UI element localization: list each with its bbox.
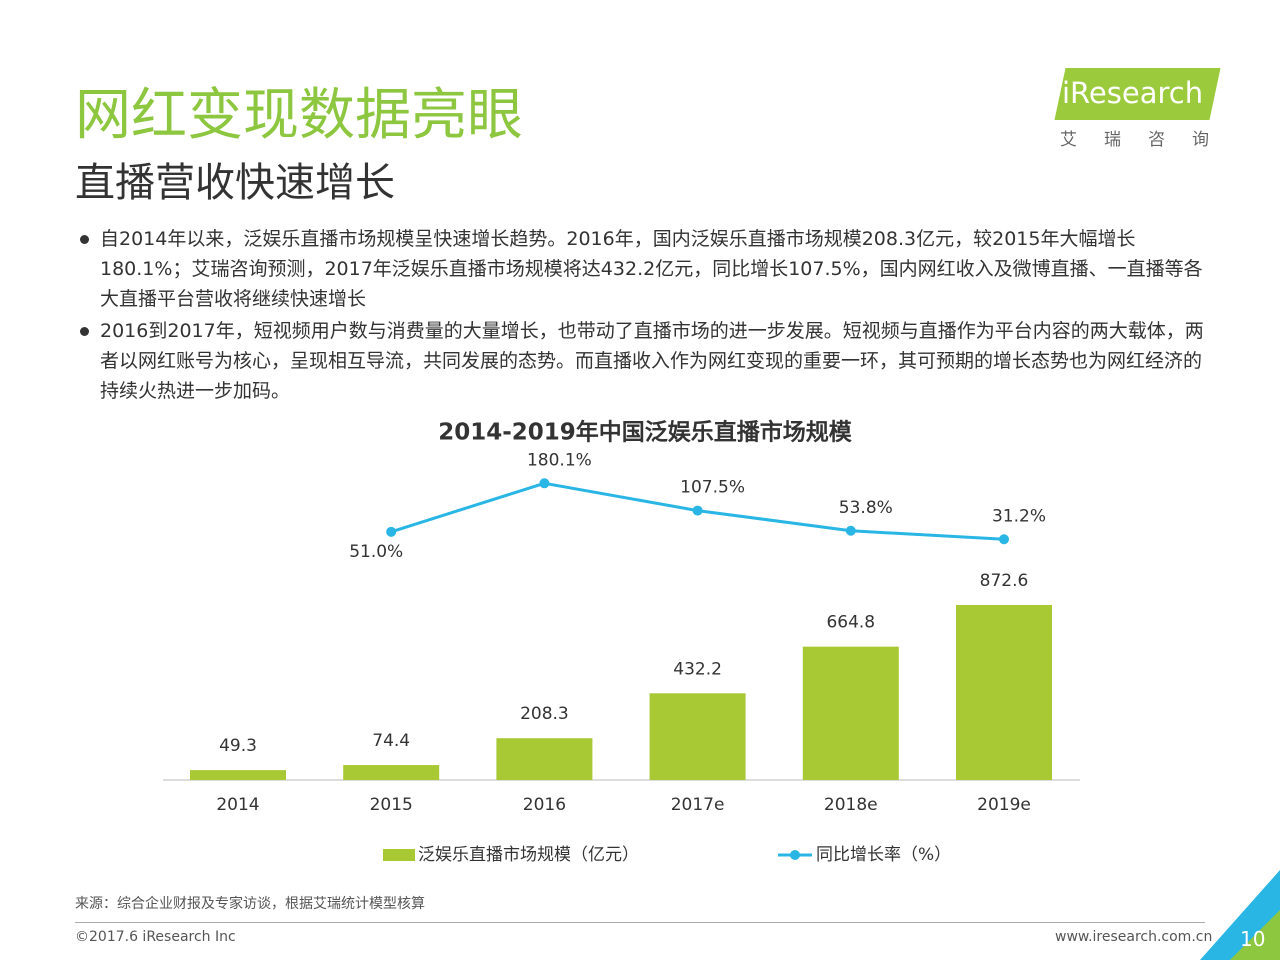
bullet: 2016到2017年，短视频用户数与消费量的大量增长，也带动了直播市场的进一步发… <box>80 316 1212 406</box>
line-label: 51.0% <box>349 542 403 562</box>
x-tick-label: 2014 <box>216 795 259 815</box>
bullet: 自2014年以来，泛娱乐直播市场规模呈快速增长趋势。2016年，国内泛娱乐直播市… <box>80 224 1212 314</box>
logo-name: 艾瑞咨询 <box>1060 130 1236 150</box>
bar-label: 208.3 <box>520 704 569 724</box>
legend-label: 同比增长率（%） <box>816 845 951 865</box>
bar-label: 74.4 <box>372 731 410 751</box>
line-point <box>999 534 1009 545</box>
page-number: 10 <box>1240 927 1266 951</box>
bar <box>343 765 440 780</box>
line-point <box>539 478 550 489</box>
x-tick-label: 2017e <box>671 795 725 815</box>
copyright: ©2017.6 iResearch Inc <box>75 929 236 945</box>
page-corner <box>1200 870 1280 960</box>
bar-label: 664.8 <box>826 613 875 633</box>
line-point <box>845 525 856 536</box>
x-tick-label: 2019e <box>977 795 1031 815</box>
x-tick-label: 2015 <box>370 795 413 815</box>
line-label: 53.8% <box>839 498 893 518</box>
footer-url: www.iresearch.com.cn <box>1055 929 1213 945</box>
slide-subtitle: 直播营收快速增长 <box>75 160 395 206</box>
line-label: 180.1% <box>527 450 592 470</box>
legend-dot <box>790 850 800 860</box>
bar <box>190 770 286 780</box>
line-point <box>692 505 703 516</box>
legend-label: 泛娱乐直播市场规模（亿元） <box>418 845 639 865</box>
slide-title: 网红变现数据亮眼 <box>75 83 523 148</box>
footer-rule <box>75 922 1205 923</box>
line-point <box>386 526 397 537</box>
bar <box>956 604 1052 780</box>
bar <box>802 646 899 780</box>
chart-title: 2014-2019年中国泛娱乐直播市场规模 <box>438 419 853 446</box>
corner-green <box>1230 910 1280 960</box>
source-note: 来源：综合企业财报及专家访谈，根据艾瑞统计模型核算 <box>75 896 425 912</box>
bar-label: 49.3 <box>219 736 257 756</box>
legend-swatch <box>383 849 415 861</box>
bar-label: 432.2 <box>673 659 722 679</box>
chart: 2014-2019年中国泛娱乐直播市场规模 2014 2015 2016 2017e 2… <box>163 419 1080 865</box>
x-tick-label: 2018e <box>824 795 878 815</box>
bar <box>496 738 593 780</box>
bar <box>649 693 746 780</box>
x-tick-label: 2016 <box>523 795 566 815</box>
line-label: 31.2% <box>992 506 1046 526</box>
line-label: 107.5% <box>680 478 745 498</box>
bar-label: 872.6 <box>980 571 1029 591</box>
logo-brand: iResearch <box>1062 76 1204 110</box>
